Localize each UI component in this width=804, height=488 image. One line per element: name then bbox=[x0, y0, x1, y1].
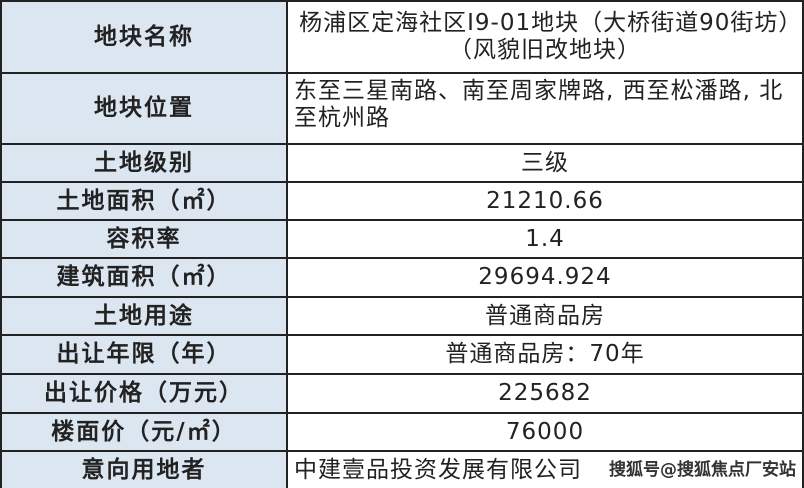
row-value-cell: 中建壹品投资发展有限公司 搜狐号@搜狐焦点厂安站 bbox=[286, 450, 804, 488]
table-row: 土地面积（㎡） 21210.66 bbox=[0, 181, 804, 221]
row-value: 普通商品房：70年 bbox=[286, 334, 804, 375]
table-row: 土地级别 三级 bbox=[0, 143, 804, 183]
table-row: 出让年限（年） 普通商品房：70年 bbox=[0, 334, 804, 375]
table-row: 楼面价（元/㎡） 76000 bbox=[0, 412, 804, 452]
row-value: 三级 bbox=[286, 143, 804, 183]
table-row: 土地用途 普通商品房 bbox=[0, 296, 804, 336]
row-label: 地块名称 bbox=[0, 0, 288, 74]
row-value: 21210.66 bbox=[286, 181, 804, 221]
row-value: 29694.924 bbox=[286, 257, 804, 298]
row-value: 东至三星南路、南至周家牌路, 西至松潘路, 北至杭州路 bbox=[286, 72, 804, 145]
row-label: 地块位置 bbox=[0, 72, 288, 145]
watermark: 搜狐号@搜狐焦点厂安站 bbox=[609, 459, 796, 480]
row-value: 1.4 bbox=[286, 219, 804, 259]
row-label: 土地级别 bbox=[0, 143, 288, 183]
row-label: 出让价格（万元） bbox=[0, 373, 288, 414]
row-value: 76000 bbox=[286, 412, 804, 452]
table-row: 出让价格（万元） 225682 bbox=[0, 373, 804, 414]
row-value: 中建壹品投资发展有限公司 bbox=[294, 456, 582, 483]
row-label: 土地用途 bbox=[0, 296, 288, 336]
table-row: 建筑面积（㎡） 29694.924 bbox=[0, 257, 804, 298]
row-label: 土地面积（㎡） bbox=[0, 181, 288, 221]
row-label: 建筑面积（㎡） bbox=[0, 257, 288, 298]
last-row-content: 中建壹品投资发展有限公司 搜狐号@搜狐焦点厂安站 bbox=[294, 457, 796, 484]
row-label: 楼面价（元/㎡） bbox=[0, 412, 288, 452]
table-row: 地块名称 杨浦区定海社区I9-01地块（大桥街道90街坊）（风貌旧改地块） bbox=[0, 0, 804, 74]
row-value: 225682 bbox=[286, 373, 804, 414]
table-row: 意向用地者 中建壹品投资发展有限公司 搜狐号@搜狐焦点厂安站 bbox=[0, 450, 804, 488]
row-label: 容积率 bbox=[0, 219, 288, 259]
table-row: 容积率 1.4 bbox=[0, 219, 804, 259]
row-label: 意向用地者 bbox=[0, 450, 288, 488]
table-row: 地块位置 东至三星南路、南至周家牌路, 西至松潘路, 北至杭州路 bbox=[0, 72, 804, 145]
row-value: 普通商品房 bbox=[286, 296, 804, 336]
row-value: 杨浦区定海社区I9-01地块（大桥街道90街坊）（风貌旧改地块） bbox=[286, 0, 804, 74]
row-label: 出让年限（年） bbox=[0, 334, 288, 375]
